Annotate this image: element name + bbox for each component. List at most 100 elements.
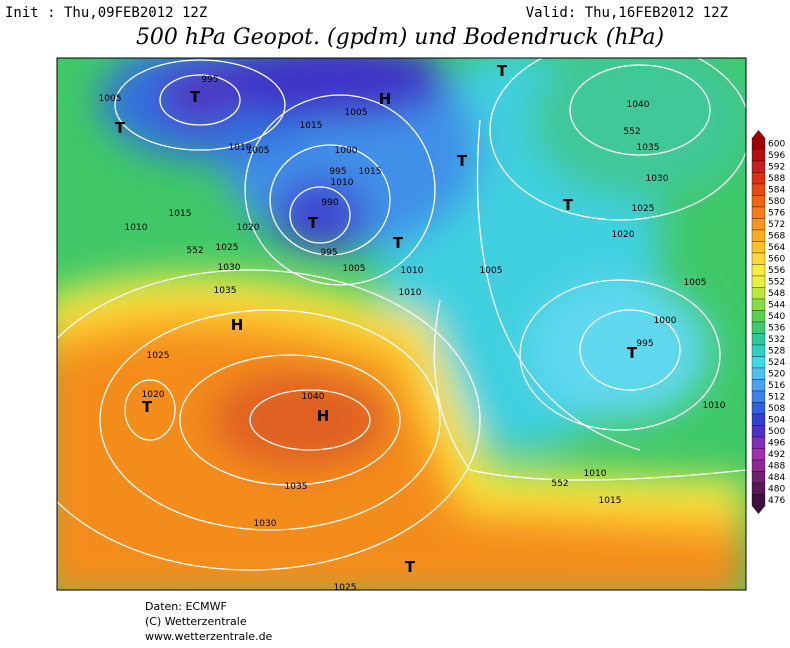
colorbar-swatch: [751, 218, 766, 231]
colorbar-swatch: [751, 195, 766, 208]
isobar-label: 1035: [285, 482, 308, 492]
colorbar-label: 516: [768, 381, 785, 391]
colorbar-swatch: [751, 287, 766, 300]
colorbar-swatch: [751, 206, 766, 219]
colorbar-swatch: [751, 310, 766, 323]
isobar-label: 1040: [302, 392, 325, 402]
isobar-label: 1015: [169, 209, 192, 219]
isobar-label: 1020: [142, 390, 165, 400]
colorbar-label: 484: [768, 473, 785, 483]
isobar-label: 552: [186, 246, 203, 256]
colorbar-swatch: [751, 275, 766, 288]
isobar-label: 1025: [216, 243, 239, 253]
colorbar-swatch: [751, 494, 766, 507]
isobar-label: 1025: [334, 583, 357, 593]
isobar-label: 1015: [599, 496, 622, 506]
isobar-label: 1005: [99, 94, 122, 104]
isobar-label: 1010: [331, 178, 354, 188]
colorbar-label: 560: [768, 254, 785, 264]
colorbar-label: 552: [768, 277, 785, 287]
colorbar-swatch: [751, 160, 766, 173]
colorbar-swatch: [751, 390, 766, 403]
colorbar-swatch: [751, 436, 766, 449]
colorbar-label: 540: [768, 312, 785, 322]
isobar-label: 1010: [584, 469, 607, 479]
pressure-center: T: [563, 196, 574, 214]
colorbar-swatch: [751, 459, 766, 472]
pressure-center: H: [317, 407, 330, 425]
isobar-label: 1040: [627, 100, 650, 110]
colorbar-label: 600: [768, 139, 785, 149]
isobar-label: 1005: [480, 266, 503, 276]
isobar-label: 1035: [637, 143, 660, 153]
pressure-center: T: [497, 62, 508, 80]
isobar-label: 995: [201, 75, 218, 85]
isobar-label: 1010: [399, 288, 422, 298]
colorbar-swatch: [751, 356, 766, 369]
map: 995T1005T10051010H100510151010TT10405521…: [57, 58, 746, 593]
isobar-label: 995: [636, 339, 653, 349]
colorbar-label: 584: [768, 185, 785, 195]
colorbar-swatch: [751, 229, 766, 242]
colorbar-swatch: [751, 402, 766, 415]
colorbar-swatch: [751, 321, 766, 334]
title: 500 hPa Geopot. (gpdm) und Bodendruck (h…: [136, 25, 664, 50]
colorbar-swatch: [751, 298, 766, 311]
colorbar-label: 568: [768, 231, 785, 241]
pressure-center: T: [308, 214, 319, 232]
colorbar-label: 588: [768, 174, 785, 184]
init-time: Init : Thu,09FEB2012 12Z: [5, 5, 207, 21]
colorbar-swatch: [751, 264, 766, 277]
isobar-label: 1015: [300, 121, 323, 131]
colorbar-swatch: [751, 149, 766, 162]
colorbar-label: 536: [768, 323, 785, 333]
isobar-label: 1030: [646, 174, 669, 184]
footer-url: www.wetterzentrale.de: [145, 630, 273, 643]
colorbar-label: 548: [768, 289, 785, 299]
isobar-label: 1005: [345, 108, 368, 118]
colorbar-label: 524: [768, 358, 785, 368]
colorbar-swatch: [751, 183, 766, 196]
isobar-label: 1020: [237, 223, 260, 233]
colorbar-swatch: [751, 252, 766, 265]
colorbar-label: 496: [768, 438, 785, 448]
isobar-label: 1030: [254, 519, 277, 529]
pressure-center: T: [405, 558, 416, 576]
pressure-center: T: [142, 398, 153, 416]
colorbar-swatch: [751, 471, 766, 484]
colorbar-arrow-bottom: [752, 506, 765, 514]
colorbar-arrow-top: [752, 130, 765, 138]
pressure-center: H: [231, 316, 244, 334]
colorbar-label: 500: [768, 427, 785, 437]
footer-copyright: (C) Wetterzentrale: [145, 615, 247, 628]
colorbar-label: 564: [768, 243, 785, 253]
isobar-label: 1005: [343, 264, 366, 274]
pressure-center: T: [393, 234, 404, 252]
pressure-center: T: [190, 88, 201, 106]
colorbar-label: 580: [768, 197, 785, 207]
colorbar-swatch: [751, 333, 766, 346]
isobar-label: 1010: [229, 143, 252, 153]
colorbar-label: 480: [768, 484, 785, 494]
colorbar-swatch: [751, 448, 766, 461]
colorbar-swatch: [751, 344, 766, 357]
isobar-label: 1000: [335, 146, 358, 156]
colorbar-label: 528: [768, 346, 785, 356]
colorbar-swatch: [751, 137, 766, 150]
colorbar-label: 504: [768, 415, 785, 425]
map-frame: [56, 57, 747, 591]
colorbar-swatch: [751, 367, 766, 380]
pressure-center: T: [457, 152, 468, 170]
isobar-label: 1010: [125, 223, 148, 233]
isobar-label: 1005: [684, 278, 707, 288]
colorbar-label: 520: [768, 369, 785, 379]
isobar-label: 1010: [703, 401, 726, 411]
footer-source: Daten: ECMWF: [145, 600, 227, 613]
pressure-center: T: [115, 119, 126, 137]
colorbar-swatch: [751, 482, 766, 495]
isobar-label: 1025: [632, 204, 655, 214]
isobar-label: 995: [329, 167, 346, 177]
colorbar-label: 576: [768, 208, 785, 218]
colorbar-label: 596: [768, 151, 785, 161]
